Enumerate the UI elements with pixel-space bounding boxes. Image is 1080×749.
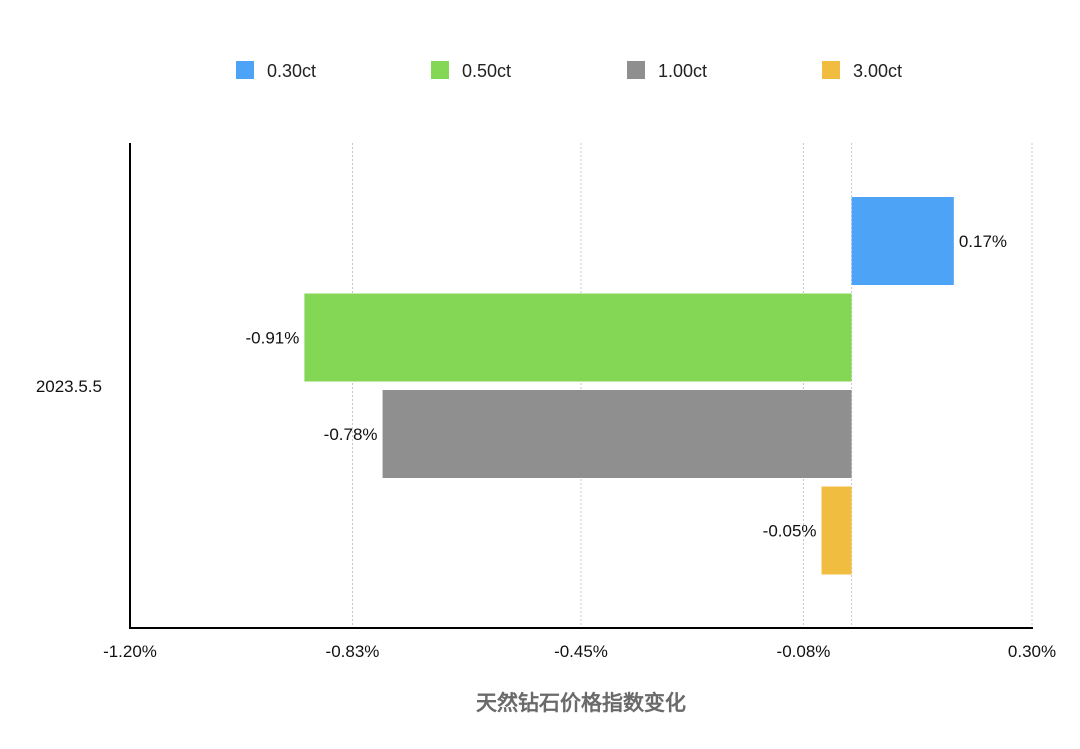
x-tick-label: -0.45% xyxy=(554,642,608,661)
x-tick-label: 0.30% xyxy=(1008,642,1056,661)
legend-swatch-1.00ct xyxy=(627,61,645,79)
data-label-0.50ct: -0.91% xyxy=(246,329,300,348)
legend-swatch-3.00ct xyxy=(822,61,840,79)
bar-1.00ct xyxy=(382,390,852,478)
x-tick-labels: -1.20% -0.83% -0.45% -0.08% 0.30% xyxy=(103,642,1056,661)
legend: 0.30ct 0.50ct 1.00ct 3.00ct xyxy=(236,61,902,81)
legend-label-0.30ct: 0.30ct xyxy=(267,61,316,81)
legend-label-0.50ct: 0.50ct xyxy=(462,61,511,81)
data-label-1.00ct: -0.78% xyxy=(324,425,378,444)
x-tick-label: -0.83% xyxy=(326,642,380,661)
x-tick-label: -1.20% xyxy=(103,642,157,661)
bar-0.50ct xyxy=(304,293,852,382)
axes xyxy=(129,143,1033,629)
legend-swatch-0.30ct xyxy=(236,61,254,79)
data-label-3.00ct: -0.05% xyxy=(763,522,817,541)
data-labels: 0.17% -0.91% -0.78% -0.05% xyxy=(246,232,1008,541)
data-label-0.30ct: 0.17% xyxy=(959,232,1007,251)
legend-swatch-0.50ct xyxy=(431,61,449,79)
bar-3.00ct xyxy=(821,486,852,575)
x-axis-title: 天然钻石价格指数变化 xyxy=(476,691,686,715)
category-label: 2023.5.5 xyxy=(36,377,102,396)
x-tick-label: -0.08% xyxy=(777,642,831,661)
legend-label-1.00ct: 1.00ct xyxy=(658,61,707,81)
bars xyxy=(304,197,954,575)
legend-label-3.00ct: 3.00ct xyxy=(853,61,902,81)
bar-0.30ct xyxy=(851,197,954,285)
